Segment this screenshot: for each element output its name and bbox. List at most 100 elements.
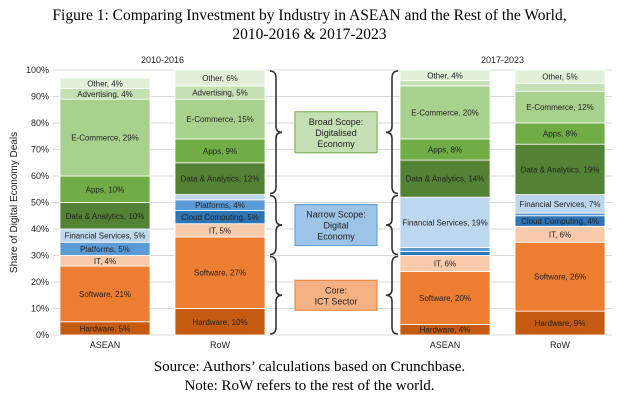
x-category-label: ASEAN xyxy=(430,340,461,350)
figure-title-line-1: Figure 1: Comparing Investment by Indust… xyxy=(52,7,567,24)
data-label-other: Other, 5% xyxy=(542,73,578,82)
scope-label: Digitalised xyxy=(315,128,357,138)
row-note: Note: RoW refers to the rest of the worl… xyxy=(184,378,435,394)
data-label-platforms: Platforms, 5% xyxy=(80,245,130,254)
bar-segment-advertising xyxy=(514,82,606,92)
y-axis-label: Share of Digital Economy Deals xyxy=(9,132,20,273)
data-label-it: IT, 5% xyxy=(209,226,231,235)
period-label: 2010-2016 xyxy=(141,55,184,65)
data-label-financial-services: Financial Services, 19% xyxy=(402,218,487,227)
scope-label: Broad Scope: xyxy=(309,117,364,127)
period-label: 2017-2023 xyxy=(481,55,524,65)
bracket-left xyxy=(269,70,283,195)
bar-segment-other xyxy=(59,77,151,89)
bar-segment-hardware xyxy=(174,308,266,336)
data-label-other: Other, 4% xyxy=(87,79,123,88)
data-label-hardware: Hardware, 9% xyxy=(535,319,586,328)
bracket-left xyxy=(269,194,283,256)
bar-segment-advertising xyxy=(399,80,491,87)
scope-box xyxy=(294,279,378,311)
data-label-advertising: Advertising, 5% xyxy=(192,89,248,98)
bar-segment-other xyxy=(174,69,266,87)
x-category-label: ASEAN xyxy=(90,340,121,350)
scope-label: Digital xyxy=(323,221,348,231)
bar-segment-data-analytics xyxy=(59,202,151,230)
scope-label: Economy xyxy=(317,139,355,149)
y-tick-label: 80% xyxy=(31,118,49,128)
data-label-cloud-computing: Cloud Computing, 4% xyxy=(521,217,599,226)
data-label-financial-services: Financial Services, 5% xyxy=(65,232,146,241)
data-label-data-analytics: Data & Analytics, 10% xyxy=(66,212,145,221)
y-tick-label: 30% xyxy=(31,251,49,261)
scope-label: Economy xyxy=(317,232,355,242)
data-label-advertising: Advertising, 4% xyxy=(77,90,133,99)
data-label-e-commerce: E-Commerce, 20% xyxy=(411,108,479,117)
scope-box xyxy=(294,111,378,154)
bar-segment-other xyxy=(514,69,606,84)
bar-segment-data-analytics xyxy=(174,162,266,195)
bar-segment-data-analytics xyxy=(399,159,491,198)
data-label-platforms: Platforms, 4% xyxy=(195,201,245,210)
scope-label: Narrow Scope: xyxy=(306,210,366,220)
y-tick-label: 0% xyxy=(36,330,49,340)
data-label-apps: Apps, 10% xyxy=(86,185,125,194)
data-label-data-analytics: Data & Analytics, 14% xyxy=(406,175,485,184)
x-category-label: RoW xyxy=(550,340,571,350)
data-label-financial-services: Financial Services, 7% xyxy=(520,200,601,209)
bar-segment-apps xyxy=(59,175,151,203)
data-label-hardware: Hardware, 10% xyxy=(192,318,247,327)
data-label-it: IT, 6% xyxy=(549,230,571,239)
bar-segment-e-commerce xyxy=(174,98,266,140)
data-label-software: Software, 26% xyxy=(534,273,586,282)
figure-title-line-2: 2010-2016 & 2017-2023 xyxy=(232,26,387,43)
scope-box xyxy=(294,204,378,247)
data-label-data-analytics: Data & Analytics, 12% xyxy=(181,175,260,184)
data-label-e-commerce: E-Commerce, 15% xyxy=(186,115,254,124)
figure-title: Figure 1: Comparing Investment by Indust… xyxy=(0,6,619,44)
data-label-other: Other, 4% xyxy=(427,71,463,80)
data-label-other: Other, 6% xyxy=(202,74,238,83)
bar-segment-software xyxy=(399,270,491,325)
y-tick-label: 60% xyxy=(31,171,49,181)
y-tick-label: 50% xyxy=(31,198,49,208)
bracket-right xyxy=(385,255,399,335)
bar-segment-data-analytics xyxy=(514,143,606,195)
bar-segment-software xyxy=(514,241,606,312)
bar-segment-e-commerce xyxy=(59,98,151,177)
source-note: Source: Authors’ calculations based on C… xyxy=(153,359,466,375)
bar-segment-e-commerce xyxy=(399,85,491,140)
y-tick-label: 10% xyxy=(31,304,49,314)
scope-label: ICT Sector xyxy=(315,296,358,306)
x-category-label: RoW xyxy=(210,340,231,350)
bar-segment-software xyxy=(174,236,266,309)
bracket-left xyxy=(269,255,283,335)
data-label-software: Software, 27% xyxy=(194,269,246,278)
y-tick-label: 40% xyxy=(31,224,49,234)
bar-segment-software xyxy=(59,265,151,323)
bar-segment-platforms xyxy=(399,247,491,252)
bar-segment-financial-services xyxy=(399,196,491,248)
bar-segment-e-commerce xyxy=(514,90,606,124)
bracket-right xyxy=(385,194,399,256)
data-label-software: Software, 21% xyxy=(79,290,131,299)
data-label-hardware: Hardware, 5% xyxy=(80,324,131,333)
data-label-it: IT, 4% xyxy=(94,257,116,266)
data-label-it: IT, 6% xyxy=(434,259,456,268)
data-label-software: Software, 20% xyxy=(419,294,471,303)
data-label-apps: Apps, 8% xyxy=(428,146,462,155)
data-label-apps: Apps, 8% xyxy=(543,130,577,139)
y-tick-label: 70% xyxy=(31,145,49,155)
data-label-cloud-computing: Cloud Computing, 5% xyxy=(181,213,259,222)
data-label-hardware: Hardware, 4% xyxy=(420,326,471,335)
data-label-apps: Apps, 9% xyxy=(203,147,237,156)
y-tick-label: 20% xyxy=(31,277,49,287)
figure-footer: Source: Authors’ calculations based on C… xyxy=(0,358,619,396)
bracket-right xyxy=(385,70,399,195)
scope-label: Core: xyxy=(325,285,347,295)
bar-segment-financial-services xyxy=(174,194,266,201)
data-label-e-commerce: E-Commerce, 29% xyxy=(71,134,139,143)
y-tick-label: 100% xyxy=(26,65,49,75)
bar-segment-cloud-computing xyxy=(399,251,491,256)
bar-segment-other xyxy=(399,69,491,82)
